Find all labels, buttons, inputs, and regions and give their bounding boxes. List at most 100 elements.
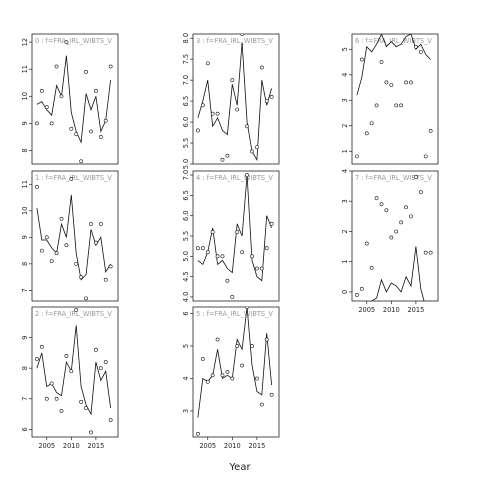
y-tick-label: 9 xyxy=(21,121,29,125)
observation-point xyxy=(225,153,230,158)
panel-frame xyxy=(192,306,280,438)
panel-title: 1 : f=FRA_IRL_WIBTS_V xyxy=(35,174,112,182)
observation-point xyxy=(374,103,379,108)
y-tick-label: 7.0 xyxy=(182,170,190,181)
observation-point xyxy=(210,230,215,234)
observation-point xyxy=(254,376,259,381)
observation-point xyxy=(374,196,379,201)
y-tick-label: 6.0 xyxy=(182,210,190,221)
observation-point xyxy=(69,126,74,131)
observation-point xyxy=(413,44,418,49)
observation-point xyxy=(259,266,264,271)
panel-frame xyxy=(351,33,439,165)
observation-point xyxy=(108,418,113,423)
y-tick-label: 7.5 xyxy=(182,54,190,64)
y-tick-label: 3 xyxy=(341,98,349,102)
observation-point xyxy=(84,296,88,301)
observation-point xyxy=(89,222,93,226)
observation-point xyxy=(74,308,79,312)
observation-point xyxy=(230,376,235,381)
observation-point xyxy=(93,347,98,352)
observation-point xyxy=(74,132,79,137)
observation-point xyxy=(413,175,418,179)
observation-point xyxy=(220,254,225,259)
observation-point xyxy=(196,128,200,133)
observation-point xyxy=(235,107,240,112)
observation-point xyxy=(259,65,264,70)
panel-frame xyxy=(31,33,119,165)
observation-point xyxy=(108,64,113,69)
panel-title: 4 : f=FRA_IRL_WIBTS_V xyxy=(196,174,273,182)
observation-point xyxy=(84,70,88,74)
observation-point xyxy=(423,250,428,255)
observation-point xyxy=(240,34,245,36)
observation-point xyxy=(89,129,93,134)
y-tick-label: 3 xyxy=(341,199,349,203)
observation-point xyxy=(259,402,264,407)
observation-point xyxy=(418,190,423,195)
observation-point xyxy=(49,381,54,386)
y-tick-label: 6.5 xyxy=(182,96,190,107)
observation-point xyxy=(39,248,44,253)
observation-point xyxy=(230,78,235,83)
observation-point xyxy=(89,430,93,435)
y-tick-label: 9 xyxy=(21,235,29,239)
observation-point xyxy=(215,337,220,342)
observation-point xyxy=(409,214,413,219)
observation-point xyxy=(35,357,39,361)
fit-line xyxy=(36,325,111,416)
observation-point xyxy=(369,265,374,270)
observation-point xyxy=(84,406,88,410)
y-tick-label: 5.5 xyxy=(182,138,190,149)
fit-line xyxy=(197,175,272,282)
y-tick-label: 5 xyxy=(341,47,349,51)
observation-point xyxy=(379,60,384,64)
y-tick-label: 7.0 xyxy=(182,75,190,86)
observation-point xyxy=(404,205,408,210)
observation-point xyxy=(240,250,245,255)
y-tick-label: 10 xyxy=(21,92,29,100)
y-tick-label: 9 xyxy=(21,335,29,339)
observation-point xyxy=(264,99,269,103)
observation-point xyxy=(93,240,98,245)
panel-frame xyxy=(31,170,119,302)
plot-area xyxy=(196,173,274,299)
plot-area xyxy=(355,34,433,159)
observation-point xyxy=(54,64,59,69)
observation-point xyxy=(418,49,423,54)
observation-point xyxy=(205,379,210,384)
panel-7: 7 : f=FRA_IRL_WIBTS_V 0 1 2 3 4 2005 2010 2015 xyxy=(341,169,439,314)
observation-point xyxy=(54,251,59,256)
panel-title: 0 : f=FRA_IRL_WIBTS_V xyxy=(35,37,112,45)
observation-point xyxy=(215,111,220,116)
observation-point xyxy=(196,246,200,251)
observation-point xyxy=(250,149,254,154)
observation-point xyxy=(79,275,84,280)
y-tick-label: 0 xyxy=(341,290,349,294)
observation-point xyxy=(423,154,428,159)
observation-point xyxy=(364,131,369,136)
y-tick-label: 10 xyxy=(21,207,29,215)
panel-title: 3 : f=FRA_IRL_WIBTS_V xyxy=(196,37,273,45)
panel-title: 2 : f=FRA_IRL_WIBTS_V xyxy=(35,310,112,318)
y-tick-label: 8 xyxy=(21,262,29,266)
observation-point xyxy=(220,373,225,378)
observation-point xyxy=(205,250,210,255)
observation-point xyxy=(49,259,54,264)
observation-point xyxy=(394,229,399,234)
x-tick-label: 2010 xyxy=(63,442,80,450)
panel-6: 6 : f=FRA_IRL_WIBTS_V 1 2 3 4 5 xyxy=(341,33,439,165)
panel-frame xyxy=(351,170,439,302)
fit-line xyxy=(36,55,111,144)
observation-point xyxy=(235,344,240,348)
observation-point xyxy=(240,363,245,368)
observation-point xyxy=(93,88,98,93)
observation-point xyxy=(210,111,215,116)
y-tick-label: 4 xyxy=(341,169,349,173)
observation-point xyxy=(269,221,274,226)
observation-point xyxy=(64,40,69,45)
x-tick-label: 2005 xyxy=(358,306,375,314)
observation-point xyxy=(269,95,274,99)
observation-point xyxy=(79,399,84,404)
